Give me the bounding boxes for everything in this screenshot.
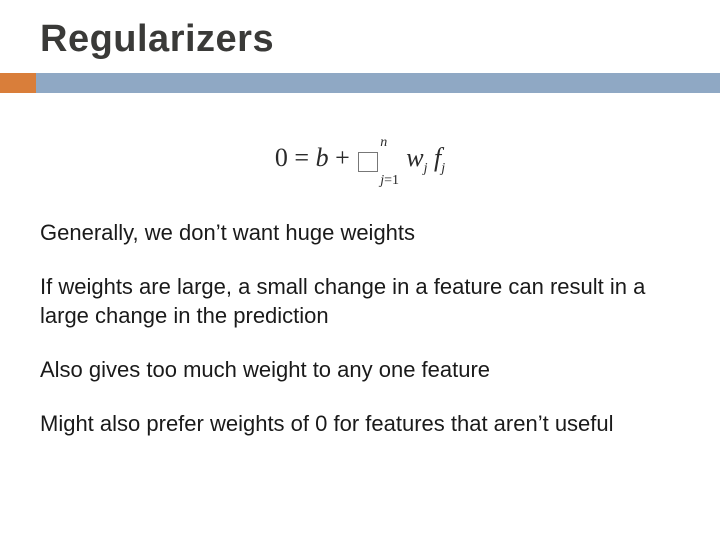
body-text: Generally, we don’t want huge weights If… — [0, 219, 720, 438]
slide-title: Regularizers — [0, 18, 720, 61]
term-f-sub: j — [441, 161, 445, 176]
formula-eq: = — [294, 143, 309, 172]
formula-lhs: 0 — [275, 143, 288, 172]
title-divider — [0, 73, 720, 93]
paragraph: Might also prefer weights of 0 for featu… — [40, 410, 680, 438]
formula-plus: + — [335, 143, 350, 172]
formula: 0 = b + n j=1 wj fj — [275, 143, 445, 177]
sum-upper: n — [380, 135, 387, 151]
summation: n j=1 — [358, 145, 378, 175]
sigma-glyph — [358, 152, 378, 172]
paragraph: Also gives too much weight to any one fe… — [40, 356, 680, 384]
formula-b: b — [316, 143, 329, 172]
paragraph: If weights are large, a small change in … — [40, 273, 680, 329]
formula-region: 0 = b + n j=1 wj fj — [0, 143, 720, 177]
sum-lower-start: 1 — [392, 173, 399, 188]
term-w: w — [406, 143, 423, 172]
sum-lower-eq: = — [384, 173, 392, 188]
divider-accent — [0, 73, 36, 93]
sum-lower: j=1 — [380, 173, 399, 189]
slide: Regularizers 0 = b + n j=1 wj fj General… — [0, 0, 720, 540]
paragraph: Generally, we don’t want huge weights — [40, 219, 680, 247]
term-w-sub: j — [424, 161, 428, 176]
divider-main — [36, 73, 720, 93]
